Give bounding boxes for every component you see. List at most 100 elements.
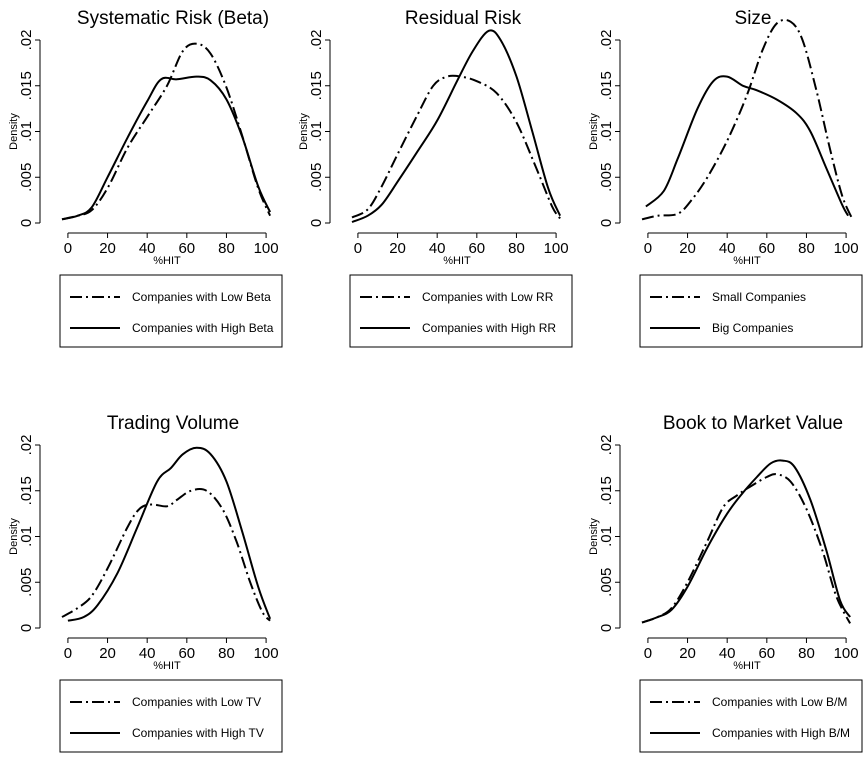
x-tick-label: 80 xyxy=(798,645,815,662)
x-tick-label: 20 xyxy=(99,645,116,662)
x-tick-label: 0 xyxy=(64,645,72,662)
chart-svg-size: Size 0 .005 .01 .015 .02 Density 0 20 40 60 80 100 %H… xyxy=(588,8,863,348)
series-line-companies-with-low-beta xyxy=(61,42,272,221)
x-axis-label: %HIT xyxy=(153,660,181,672)
y-tick-label: .01 xyxy=(308,121,325,142)
x-tick-label: 60 xyxy=(758,240,775,257)
series-line-small-companies xyxy=(641,18,853,221)
y-tick-label: .015 xyxy=(18,476,35,505)
x-tick-label: 40 xyxy=(719,645,736,662)
chart-panel-book-to-market: Book to Market Value 0 .005 .01 .015 .02 Densi… xyxy=(580,405,864,780)
y-tick-label: .02 xyxy=(308,30,325,51)
x-tick-label: 60 xyxy=(468,240,485,257)
y-tick-label: .005 xyxy=(598,568,615,597)
y-tick-label: .01 xyxy=(598,121,615,142)
x-tick-label: 40 xyxy=(139,645,156,662)
x-tick-label: 40 xyxy=(719,240,736,257)
series-line-companies-with-high-rr xyxy=(351,29,562,224)
legend-box xyxy=(349,274,573,348)
x-tick-label: 20 xyxy=(389,240,406,257)
series-line-companies-with-high-tv xyxy=(67,446,272,622)
x-tick-label: 100 xyxy=(544,240,569,257)
x-axis-label: %HIT xyxy=(443,255,471,267)
y-tick-label: .01 xyxy=(18,121,35,142)
legend-box xyxy=(639,274,863,348)
chart-svg-trading-volume: Trading Volume 0 .005 .01 .015 .02 Density 0 20 4… xyxy=(8,413,283,753)
chart-title: Residual Risk xyxy=(405,8,522,29)
y-tick-label: .02 xyxy=(598,30,615,51)
y-tick-label: .02 xyxy=(18,435,35,456)
series-line-companies-with-high-beta xyxy=(61,75,272,221)
chart-svg-residual-risk: Residual Risk 0 .005 .01 .015 .02 Density 0 20 40… xyxy=(298,8,573,348)
series-line-companies-with-low-b-m xyxy=(641,473,851,624)
x-tick-label: 100 xyxy=(254,645,279,662)
x-tick-label: 40 xyxy=(429,240,446,257)
series-line-companies-with-high-b-m xyxy=(641,459,851,624)
x-tick-label: 80 xyxy=(508,240,525,257)
x-tick-label: 60 xyxy=(178,240,195,257)
y-tick-label: .005 xyxy=(18,163,35,192)
legend-label-companies-with-low-b-m: Companies with Low B/M xyxy=(712,695,847,709)
series-line-companies-with-low-rr xyxy=(351,74,561,220)
y-axis-label: Density xyxy=(298,113,310,150)
y-tick-label: 0 xyxy=(598,624,615,632)
legend-label-companies-with-low-rr: Companies with Low RR xyxy=(422,290,554,304)
legend-box xyxy=(639,679,863,753)
chart-title: Trading Volume xyxy=(107,413,239,434)
x-tick-label: 20 xyxy=(99,240,116,257)
legend-label-companies-with-high-rr: Companies with High RR xyxy=(422,321,556,335)
chart-panel-size: Size 0 .005 .01 .015 .02 Density 0 20 40 60 80 100 %H… xyxy=(580,0,864,375)
series-line-big-companies xyxy=(645,75,849,217)
legend-label-companies-with-low-beta: Companies with Low Beta xyxy=(132,290,271,304)
y-tick-label: .02 xyxy=(18,30,35,51)
y-tick-label: .015 xyxy=(18,71,35,100)
legend-box xyxy=(59,679,283,753)
x-tick-label: 100 xyxy=(254,240,279,257)
y-tick-label: .015 xyxy=(308,71,325,100)
chart-panel-residual-risk: Residual Risk 0 .005 .01 .015 .02 Density 0 20 40… xyxy=(290,0,580,375)
x-tick-label: 20 xyxy=(679,645,696,662)
y-tick-label: 0 xyxy=(18,624,35,632)
chart-title: Book to Market Value xyxy=(663,413,843,434)
legend-box xyxy=(59,274,283,348)
x-tick-label: 0 xyxy=(354,240,362,257)
y-axis-label: Density xyxy=(8,518,20,555)
x-tick-label: 80 xyxy=(218,645,235,662)
y-tick-label: .01 xyxy=(18,526,35,547)
x-tick-label: 60 xyxy=(178,645,195,662)
x-tick-label: 0 xyxy=(644,645,652,662)
legend-label-companies-with-high-beta: Companies with High Beta xyxy=(132,321,274,335)
y-axis-label: Density xyxy=(588,518,600,555)
legend-label-big-companies: Big Companies xyxy=(712,321,793,335)
y-tick-label: .005 xyxy=(598,163,615,192)
chart-svg-beta: Systematic Risk (Beta) 0 .005 .01 .015 .02 Den… xyxy=(8,8,283,348)
chart-title: Systematic Risk (Beta) xyxy=(77,8,269,29)
y-tick-label: .015 xyxy=(598,476,615,505)
x-tick-label: 60 xyxy=(758,645,775,662)
legend-label-companies-with-high-tv: Companies with High TV xyxy=(132,726,264,740)
y-tick-label: 0 xyxy=(598,219,615,227)
x-axis-label: %HIT xyxy=(153,255,181,267)
legend-label-small-companies: Small Companies xyxy=(712,290,806,304)
x-tick-label: 100 xyxy=(834,645,859,662)
y-tick-label: .01 xyxy=(598,526,615,547)
y-axis-label: Density xyxy=(8,113,20,150)
x-tick-label: 0 xyxy=(64,240,72,257)
y-tick-label: .005 xyxy=(308,163,325,192)
y-tick-label: .015 xyxy=(598,71,615,100)
x-axis-label: %HIT xyxy=(733,660,761,672)
y-tick-label: 0 xyxy=(18,219,35,227)
chart-svg-book-to-market: Book to Market Value 0 .005 .01 .015 .02 Densi… xyxy=(588,413,863,753)
y-axis-label: Density xyxy=(588,113,600,150)
y-tick-label: .005 xyxy=(18,568,35,597)
x-tick-label: 100 xyxy=(834,240,859,257)
chart-panel-trading-volume: Trading Volume 0 .005 .01 .015 .02 Density 0 20 4… xyxy=(0,405,290,780)
x-tick-label: 0 xyxy=(644,240,652,257)
x-tick-label: 80 xyxy=(218,240,235,257)
x-tick-label: 40 xyxy=(139,240,156,257)
x-tick-label: 20 xyxy=(679,240,696,257)
y-tick-label: .02 xyxy=(598,435,615,456)
y-tick-label: 0 xyxy=(308,219,325,227)
x-axis-label: %HIT xyxy=(733,255,761,267)
series-line-companies-with-low-tv xyxy=(61,488,271,622)
